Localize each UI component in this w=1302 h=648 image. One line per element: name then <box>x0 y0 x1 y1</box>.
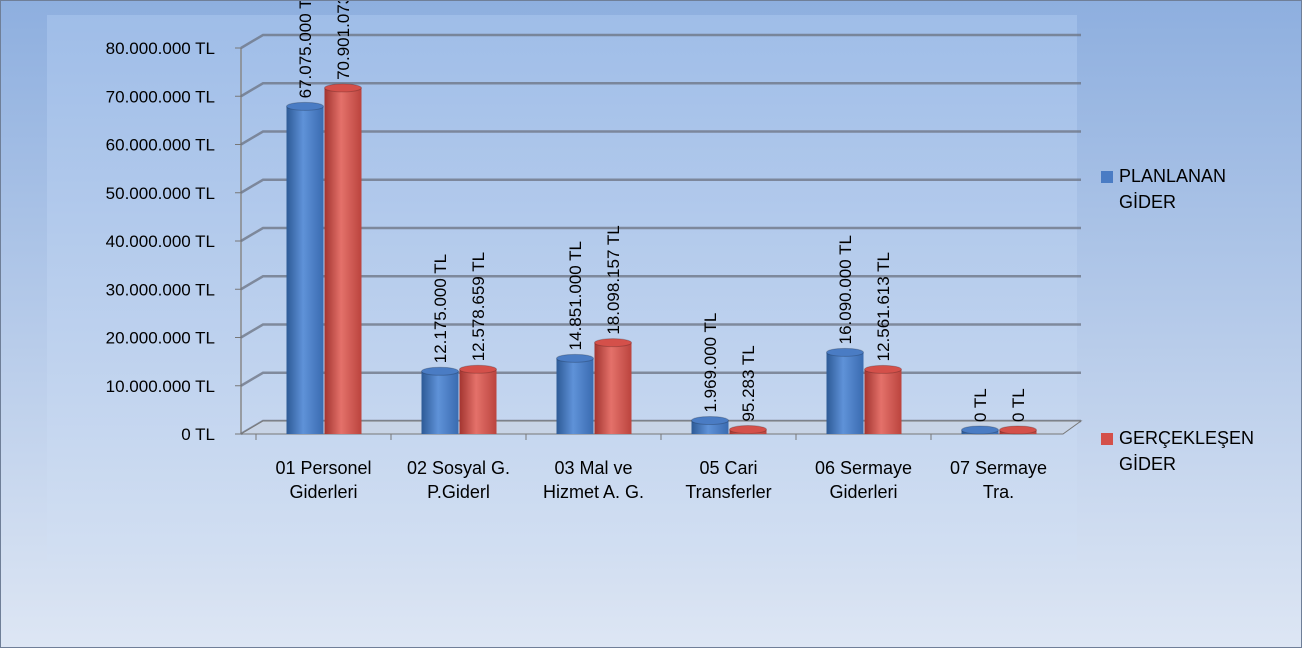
bar-top <box>729 425 767 435</box>
bar-top <box>864 364 902 374</box>
grid-line <box>240 130 1081 146</box>
bar <box>556 358 594 434</box>
bar-top <box>421 366 459 376</box>
value-label: 1.969.000 TL <box>701 313 720 413</box>
plot-area <box>47 15 1077 561</box>
x-tick-label: 05 Cari Transferler <box>685 458 772 502</box>
bar-top <box>999 425 1037 435</box>
grid-line <box>240 178 1081 194</box>
grid-line <box>240 33 1081 50</box>
grid-line <box>240 275 1081 291</box>
bar <box>459 369 497 434</box>
bar <box>826 352 864 434</box>
value-label: 12.578.659 TL <box>469 252 488 361</box>
legend-swatch <box>1101 433 1113 445</box>
bar-top <box>324 83 362 93</box>
bar <box>864 369 902 434</box>
floor <box>239 420 1083 435</box>
y-tick-label: 10.000.000 TL <box>106 377 215 396</box>
x-tick-label: 03 Mal ve Hizmet A. G. <box>542 458 645 502</box>
value-label: 67.075.000 TL <box>296 1 315 98</box>
y-tick-label: 70.000.000 TL <box>106 87 215 106</box>
bar-top <box>594 338 632 348</box>
value-label: 70.901.073 TL <box>334 1 353 80</box>
grid-line <box>240 82 1081 98</box>
bar-top <box>556 353 594 363</box>
bar-top <box>286 101 324 111</box>
y-tick-label: 40.000.000 TL <box>106 232 215 251</box>
x-tick-label: 06 Sermaye Giderleri <box>814 458 913 502</box>
y-tick-label: 30.000.000 TL <box>106 280 215 299</box>
bar-top <box>691 415 729 425</box>
bar-top <box>459 364 497 374</box>
grid-line <box>240 371 1081 387</box>
y-tick-label: 50.000.000 TL <box>106 184 215 203</box>
y-tick-label: 80.000.000 TL <box>106 39 215 58</box>
bar <box>421 371 459 434</box>
value-label: 12.561.613 TL <box>874 252 893 361</box>
y-tick-label: 60.000.000 TL <box>106 136 215 155</box>
x-tick-label: 01 Personel Giderleri <box>275 458 372 502</box>
value-label: 18.098.157 TL <box>604 225 623 334</box>
x-tick-label: 02 Sosyal G. P.Giderl <box>406 458 511 502</box>
bar-top <box>826 347 864 357</box>
x-tick-label: 07 Sermaye Tra. <box>949 458 1048 502</box>
bar <box>324 87 362 435</box>
value-label: 16.090.000 TL <box>836 235 855 344</box>
value-label: 12.175.000 TL <box>431 254 450 363</box>
value-label: 0 TL <box>1009 388 1028 422</box>
bar <box>594 342 632 434</box>
value-label: 95.283 TL <box>739 345 758 421</box>
y-tick-label: 0 TL <box>181 425 215 444</box>
legend-label: PLANLANAN GİDER <box>1119 166 1227 212</box>
value-label: 0 TL <box>971 388 990 422</box>
bar <box>286 106 324 434</box>
grid-line <box>240 226 1081 243</box>
y-tick-label: 20.000.000 TL <box>106 329 215 348</box>
bar-top <box>961 425 999 435</box>
value-label: 14.851.000 TL <box>566 241 585 350</box>
legend-swatch <box>1101 171 1113 183</box>
grid-line <box>240 323 1081 339</box>
legend-label: GERÇEKLEŞEN GİDER <box>1119 428 1255 474</box>
